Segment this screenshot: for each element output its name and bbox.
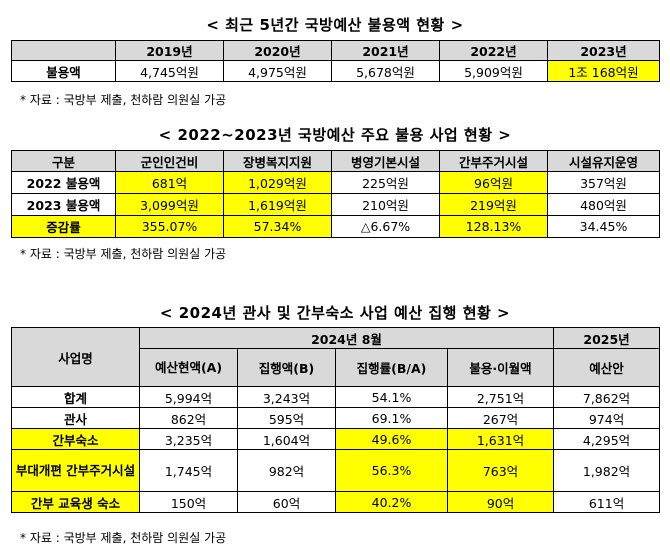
value-cell-highlighted: 1,631억 bbox=[446, 428, 555, 450]
value-cell-highlighted: 49.6% bbox=[335, 428, 448, 450]
header-execution-rate: 집행률(B/A) bbox=[335, 348, 448, 387]
unused-budget-table: 2019년 2020년 2021년 2022년 2023년 불용액 4,745억… bbox=[11, 40, 660, 82]
year-header: 2020년 bbox=[223, 40, 332, 61]
source-note: * 자료 : 국방부 제출, 천하람 의원실 가공 bbox=[20, 531, 227, 545]
value-cell: 611억 bbox=[553, 491, 661, 513]
value-cell: 595억 bbox=[237, 407, 336, 429]
row-label: 관사 bbox=[11, 407, 140, 429]
value-cell: 69.1% bbox=[335, 407, 448, 429]
value-cell-highlighted: 355.07% bbox=[115, 215, 224, 238]
value-cell-highlighted: 3,099억원 bbox=[115, 193, 224, 216]
value-cell: 2,751억 bbox=[446, 386, 555, 408]
row-label-highlighted: 간부숙소 bbox=[11, 428, 140, 450]
value-cell: 480억원 bbox=[547, 193, 660, 216]
value-cell: 150억 bbox=[139, 491, 238, 513]
housing-budget-table: 사업명 2024년 8월 2025년 예산현액(A) 집행액(B) 집행률(B/… bbox=[11, 327, 661, 513]
value-cell-highlighted: 90억 bbox=[446, 491, 555, 513]
year-header: 2022년 bbox=[439, 40, 548, 61]
value-cell: 5,678억원 bbox=[331, 60, 440, 82]
value-cell: 1,982억 bbox=[553, 449, 661, 492]
row-label-highlighted: 부대개편 간부주거시설 bbox=[11, 449, 140, 492]
value-cell: 3,235억 bbox=[139, 428, 238, 450]
row-label: 2022 불용액 bbox=[11, 171, 116, 194]
value-cell: 982억 bbox=[237, 449, 336, 492]
value-cell-highlighted: 40.2% bbox=[335, 491, 448, 513]
value-cell: 357억원 bbox=[547, 171, 660, 194]
value-cell-highlighted: 763억 bbox=[446, 449, 555, 492]
year-header: 2019년 bbox=[115, 40, 224, 61]
header-blank bbox=[11, 40, 116, 61]
row-label: 2023 불용액 bbox=[11, 193, 116, 216]
value-cell: 4,295억 bbox=[553, 428, 661, 450]
header-category: 구분 bbox=[11, 150, 116, 172]
header-executed: 집행액(B) bbox=[237, 348, 336, 387]
row-label-highlighted: 증감률 bbox=[11, 215, 116, 238]
section3-title: < 2024년 관사 및 간부숙소 사업 예산 집행 현황 > bbox=[159, 304, 511, 322]
row-label-highlighted: 간부 교육생 숙소 bbox=[11, 491, 140, 513]
header-project: 군인인건비 bbox=[115, 150, 224, 172]
header-2024-aug: 2024년 8월 bbox=[138, 327, 555, 349]
value-cell: 54.1% bbox=[335, 386, 448, 408]
year-header: 2021년 bbox=[331, 40, 440, 61]
header-project: 장병복지지원 bbox=[223, 150, 332, 172]
value-cell: 7,862억 bbox=[553, 386, 661, 408]
source-note: * 자료 : 국방부 제출, 천하람 의원실 가공 bbox=[20, 247, 227, 261]
section2-title: < 2022~2023년 국방예산 주요 불용 사업 현황 > bbox=[158, 126, 512, 144]
value-cell-highlighted: 96억원 bbox=[439, 171, 548, 194]
header-unused-carryover: 불용·이월액 bbox=[446, 348, 555, 387]
value-cell: △6.67% bbox=[331, 215, 440, 238]
header-project: 병영기본시설 bbox=[331, 150, 440, 172]
value-cell: 4,975억원 bbox=[223, 60, 332, 82]
header-proposed-budget: 예산안 bbox=[553, 348, 661, 387]
value-cell-highlighted: 1,619억원 bbox=[223, 193, 332, 216]
value-cell-highlighted: 56.3% bbox=[335, 449, 448, 492]
value-cell: 5,909억원 bbox=[439, 60, 548, 82]
value-cell-highlighted: 681억 bbox=[115, 171, 224, 194]
row-label: 불용액 bbox=[11, 60, 116, 82]
value-cell: 5,994억 bbox=[139, 386, 238, 408]
value-cell: 3,243억 bbox=[237, 386, 336, 408]
source-note: * 자료 : 국방부 제출, 천하람 의원실 가공 bbox=[20, 93, 227, 107]
header-project-name: 사업명 bbox=[11, 327, 140, 387]
major-unused-projects-table: 구분 군인인건비 장병복지지원 병영기본시설 간부주거시설 시설유지운영 202… bbox=[11, 150, 660, 238]
header-project: 시설유지운영 bbox=[547, 150, 660, 172]
value-cell: 862억 bbox=[139, 407, 238, 429]
value-cell: 267억 bbox=[446, 407, 555, 429]
value-cell: 1,745억 bbox=[139, 449, 238, 492]
value-cell: 60억 bbox=[237, 491, 336, 513]
value-cell-highlighted: 57.34% bbox=[223, 215, 332, 238]
row-label: 합계 bbox=[11, 386, 140, 408]
value-cell: 34.45% bbox=[547, 215, 660, 238]
value-cell-highlighted: 1조 168억원 bbox=[547, 60, 660, 82]
value-cell: 4,745억원 bbox=[115, 60, 224, 82]
year-header: 2023년 bbox=[547, 40, 660, 61]
value-cell-highlighted: 1,029억원 bbox=[223, 171, 332, 194]
value-cell-highlighted: 128.13% bbox=[439, 215, 548, 238]
value-cell: 210억원 bbox=[331, 193, 440, 216]
value-cell: 1,604억 bbox=[237, 428, 336, 450]
value-cell-highlighted: 219억원 bbox=[439, 193, 548, 216]
header-2025: 2025년 bbox=[553, 327, 661, 349]
value-cell: 974억 bbox=[553, 407, 661, 429]
section1-title: < 최근 5년간 국방예산 불용액 현황 > bbox=[206, 16, 464, 34]
value-cell: 225억원 bbox=[331, 171, 440, 194]
header-project: 간부주거시설 bbox=[439, 150, 548, 172]
header-budget: 예산현액(A) bbox=[139, 348, 238, 387]
